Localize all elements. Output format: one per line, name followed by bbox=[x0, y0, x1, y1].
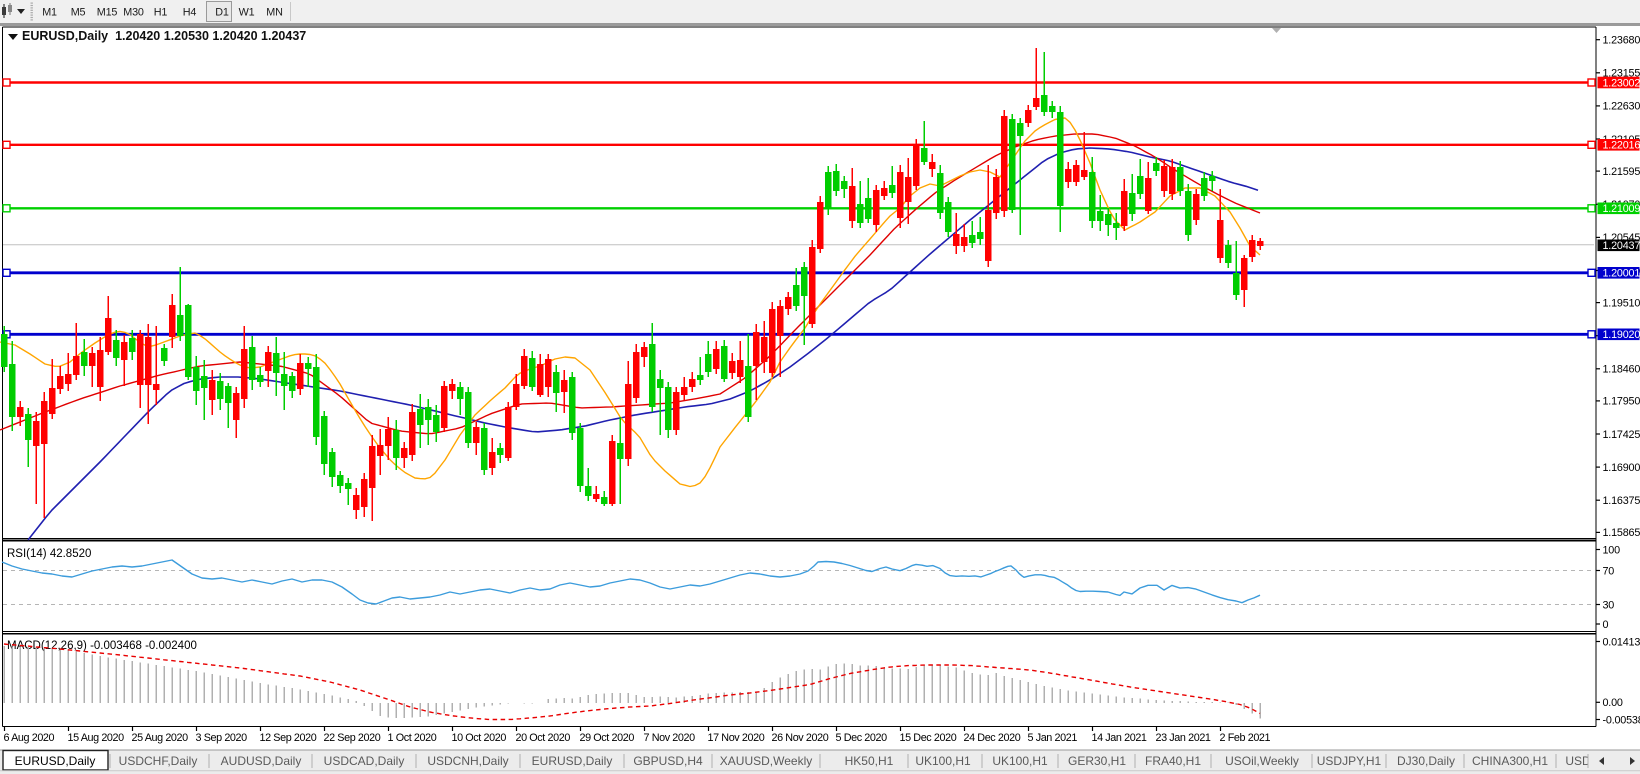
svg-text:1.16375: 1.16375 bbox=[1603, 495, 1640, 507]
svg-text:M15: M15 bbox=[97, 7, 118, 19]
svg-text:1.16900: 1.16900 bbox=[1603, 462, 1640, 474]
svg-text:H4: H4 bbox=[183, 7, 197, 19]
svg-text:1.23002: 1.23002 bbox=[1603, 77, 1640, 89]
svg-text:1.19510: 1.19510 bbox=[1603, 297, 1640, 309]
svg-text:24 Dec 2020: 24 Dec 2020 bbox=[964, 732, 1021, 744]
svg-text:0.00: 0.00 bbox=[1603, 697, 1623, 709]
svg-text:1.17425: 1.17425 bbox=[1603, 429, 1640, 441]
svg-text:14 Jan 2021: 14 Jan 2021 bbox=[1092, 732, 1147, 744]
svg-text:USDJPY,H1: USDJPY,H1 bbox=[1317, 754, 1382, 768]
svg-text:2 Feb 2021: 2 Feb 2021 bbox=[1220, 732, 1271, 744]
svg-text:AUDUSD,Daily: AUDUSD,Daily bbox=[221, 754, 302, 768]
svg-text:0: 0 bbox=[1603, 619, 1609, 631]
svg-text:1.20001: 1.20001 bbox=[1603, 268, 1640, 280]
svg-text:29 Oct 2020: 29 Oct 2020 bbox=[580, 732, 635, 744]
svg-text:M5: M5 bbox=[71, 7, 86, 19]
svg-text:12 Sep 2020: 12 Sep 2020 bbox=[260, 732, 317, 744]
svg-text:22 Sep 2020: 22 Sep 2020 bbox=[324, 732, 381, 744]
svg-text:15 Dec 2020: 15 Dec 2020 bbox=[900, 732, 957, 744]
svg-text:7 Nov 2020: 7 Nov 2020 bbox=[644, 732, 696, 744]
svg-text:25 Aug 2020: 25 Aug 2020 bbox=[132, 732, 189, 744]
svg-text:GBPUSD,H4: GBPUSD,H4 bbox=[633, 754, 703, 768]
svg-text:1.17950: 1.17950 bbox=[1603, 396, 1640, 408]
svg-text:RSI(14) 42.8520: RSI(14) 42.8520 bbox=[7, 548, 91, 560]
svg-text:GER30,H1: GER30,H1 bbox=[1068, 754, 1126, 768]
svg-text:5 Jan 2021: 5 Jan 2021 bbox=[1028, 732, 1078, 744]
svg-text:1.22630: 1.22630 bbox=[1603, 101, 1640, 113]
svg-text:USDCAD,Daily: USDCAD,Daily bbox=[324, 754, 405, 768]
svg-text:EURUSD,Daily: EURUSD,Daily bbox=[532, 754, 613, 768]
svg-text:0.014133: 0.014133 bbox=[1603, 636, 1640, 648]
svg-text:MACD(12,26,9) -0.003468 -0.002: MACD(12,26,9) -0.003468 -0.002400 bbox=[7, 640, 197, 652]
svg-text:DJ30,Daily: DJ30,Daily bbox=[1397, 754, 1455, 768]
svg-text:UK100,H1: UK100,H1 bbox=[915, 754, 971, 768]
svg-text:5 Dec 2020: 5 Dec 2020 bbox=[836, 732, 888, 744]
svg-text:1.23680: 1.23680 bbox=[1603, 35, 1640, 47]
svg-text:FRA40,H1: FRA40,H1 bbox=[1145, 754, 1201, 768]
svg-text:1.21595: 1.21595 bbox=[1603, 166, 1640, 178]
svg-text:26 Nov 2020: 26 Nov 2020 bbox=[772, 732, 829, 744]
svg-text:USOil,Weekly: USOil,Weekly bbox=[1225, 754, 1299, 768]
svg-text:EURUSD,Daily 1.20420 1.20530: EURUSD,Daily 1.20420 1.20530 1.20420 1.2… bbox=[22, 29, 306, 43]
svg-text:MN: MN bbox=[266, 7, 282, 19]
svg-text:M1: M1 bbox=[42, 7, 57, 19]
svg-text:15 Aug 2020: 15 Aug 2020 bbox=[68, 732, 125, 744]
svg-text:30: 30 bbox=[1603, 599, 1615, 611]
svg-text:-0.005384: -0.005384 bbox=[1603, 714, 1640, 726]
svg-text:20 Oct 2020: 20 Oct 2020 bbox=[516, 732, 571, 744]
svg-text:1.15865: 1.15865 bbox=[1603, 527, 1640, 539]
svg-text:USDCHF,Daily: USDCHF,Daily bbox=[119, 754, 198, 768]
svg-text:D1: D1 bbox=[215, 7, 229, 19]
svg-text:70: 70 bbox=[1603, 565, 1615, 577]
svg-text:CHINA300,H1: CHINA300,H1 bbox=[1472, 754, 1548, 768]
svg-text:1.18460: 1.18460 bbox=[1603, 364, 1640, 376]
svg-text:H1: H1 bbox=[154, 7, 168, 19]
svg-text:1.22016: 1.22016 bbox=[1603, 140, 1640, 152]
svg-text:1.21009: 1.21009 bbox=[1603, 203, 1640, 215]
svg-text:USDCNH,Daily: USDCNH,Daily bbox=[427, 754, 508, 768]
svg-text:10 Oct 2020: 10 Oct 2020 bbox=[452, 732, 507, 744]
svg-text:23 Jan 2021: 23 Jan 2021 bbox=[1156, 732, 1211, 744]
svg-text:M30: M30 bbox=[123, 7, 144, 19]
svg-text:EURUSD,Daily: EURUSD,Daily bbox=[15, 754, 96, 768]
svg-text:100: 100 bbox=[1603, 544, 1621, 556]
svg-text:17 Nov 2020: 17 Nov 2020 bbox=[708, 732, 765, 744]
svg-text:1 Oct 2020: 1 Oct 2020 bbox=[388, 732, 437, 744]
svg-text:HK50,H1: HK50,H1 bbox=[845, 754, 894, 768]
svg-text:1.20437: 1.20437 bbox=[1603, 240, 1640, 252]
svg-text:6 Aug 2020: 6 Aug 2020 bbox=[4, 732, 55, 744]
svg-text:1.19020: 1.19020 bbox=[1603, 329, 1640, 341]
svg-text:UK100,H1: UK100,H1 bbox=[992, 754, 1048, 768]
svg-text:1.23155: 1.23155 bbox=[1603, 68, 1640, 80]
svg-text:XAUUSD,Weekly: XAUUSD,Weekly bbox=[720, 754, 812, 768]
svg-text:3 Sep 2020: 3 Sep 2020 bbox=[196, 732, 248, 744]
svg-text:USD: USD bbox=[1565, 754, 1591, 768]
svg-text:W1: W1 bbox=[239, 7, 255, 19]
